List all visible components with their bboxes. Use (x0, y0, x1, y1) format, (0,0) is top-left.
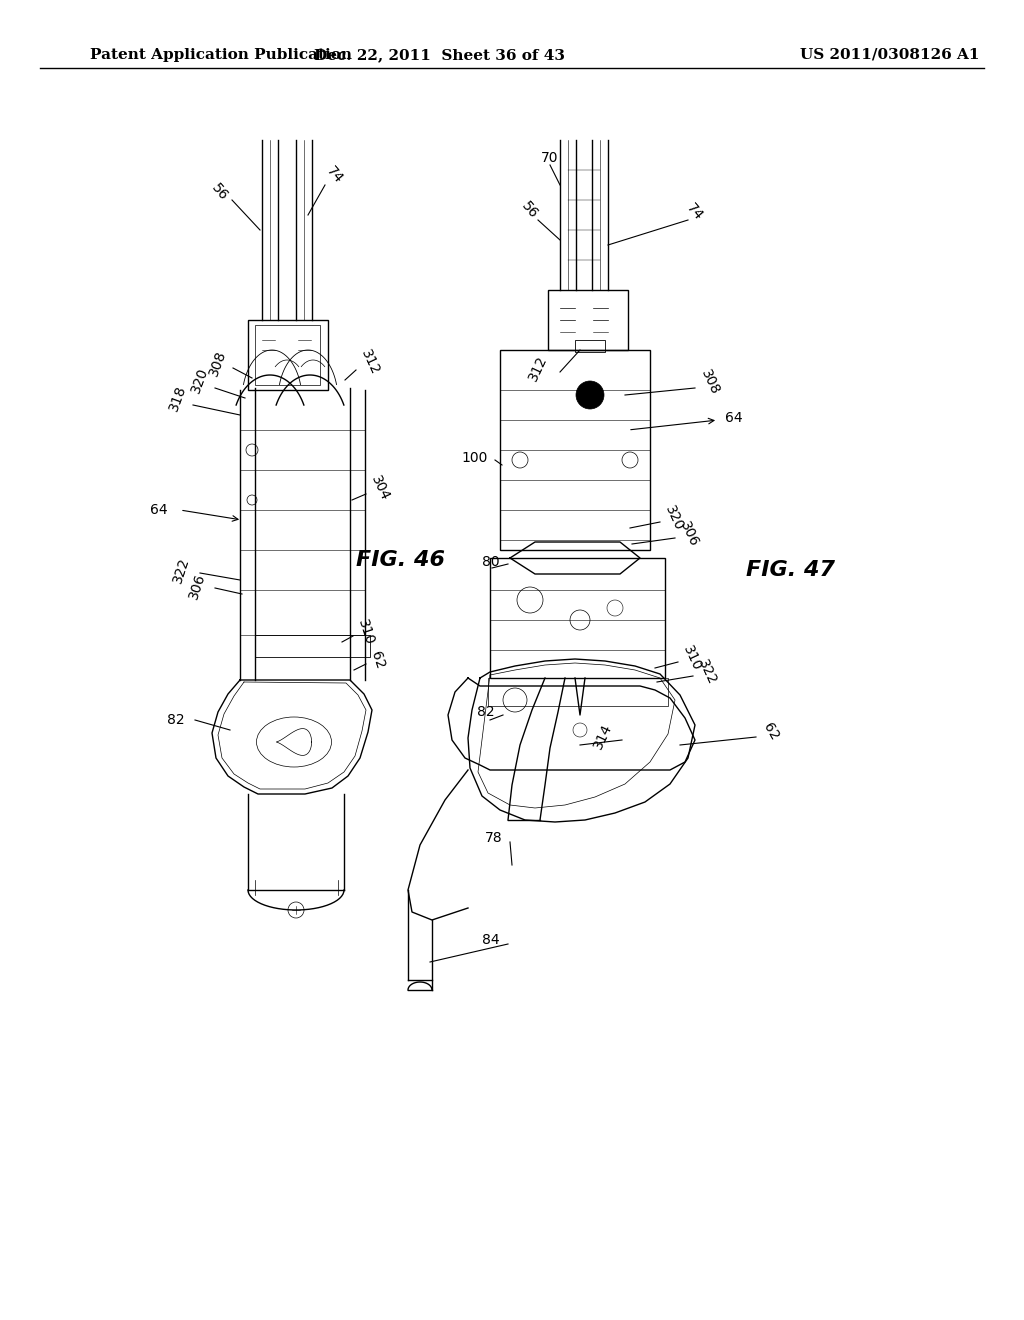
Text: 306: 306 (677, 519, 700, 549)
Text: 312: 312 (526, 352, 550, 383)
Bar (255, 635, 370, 657)
Text: 322: 322 (171, 556, 193, 585)
Text: 306: 306 (186, 572, 208, 601)
Bar (248, 319, 328, 389)
Text: 70: 70 (542, 150, 559, 165)
Bar (488, 678, 668, 706)
Text: 74: 74 (684, 201, 706, 223)
Text: 62: 62 (368, 649, 387, 671)
Text: 84: 84 (482, 933, 500, 946)
Text: 100: 100 (462, 451, 488, 465)
Text: 80: 80 (482, 554, 500, 569)
Text: 82: 82 (477, 705, 495, 719)
Bar (548, 290, 628, 350)
Text: FIG. 46: FIG. 46 (355, 550, 444, 570)
Text: 310: 310 (680, 643, 703, 673)
Text: 78: 78 (484, 832, 502, 845)
Bar (500, 350, 650, 550)
Circle shape (575, 381, 604, 409)
Text: 56: 56 (519, 199, 541, 222)
Text: 320: 320 (189, 366, 211, 395)
Text: FIG. 47: FIG. 47 (745, 560, 835, 579)
Text: 310: 310 (355, 618, 377, 647)
Text: 64: 64 (151, 503, 168, 517)
Bar (255, 325, 319, 385)
Text: 308: 308 (698, 367, 722, 397)
Text: 322: 322 (695, 657, 719, 686)
Text: 64: 64 (725, 411, 742, 425)
Text: 314: 314 (591, 721, 615, 751)
Text: 320: 320 (662, 503, 686, 533)
Text: US 2011/0308126 A1: US 2011/0308126 A1 (800, 48, 980, 62)
Text: 304: 304 (368, 473, 392, 503)
Text: Patent Application Publication: Patent Application Publication (90, 48, 352, 62)
Text: Dec. 22, 2011  Sheet 36 of 43: Dec. 22, 2011 Sheet 36 of 43 (314, 48, 565, 62)
Text: 312: 312 (358, 347, 382, 378)
Bar (490, 558, 665, 678)
Text: 82: 82 (167, 713, 185, 727)
Text: 62: 62 (760, 721, 781, 743)
Text: 318: 318 (167, 383, 189, 413)
Text: 56: 56 (209, 181, 231, 203)
Text: 308: 308 (207, 348, 229, 378)
Bar (575, 341, 605, 352)
Text: 74: 74 (324, 164, 346, 186)
